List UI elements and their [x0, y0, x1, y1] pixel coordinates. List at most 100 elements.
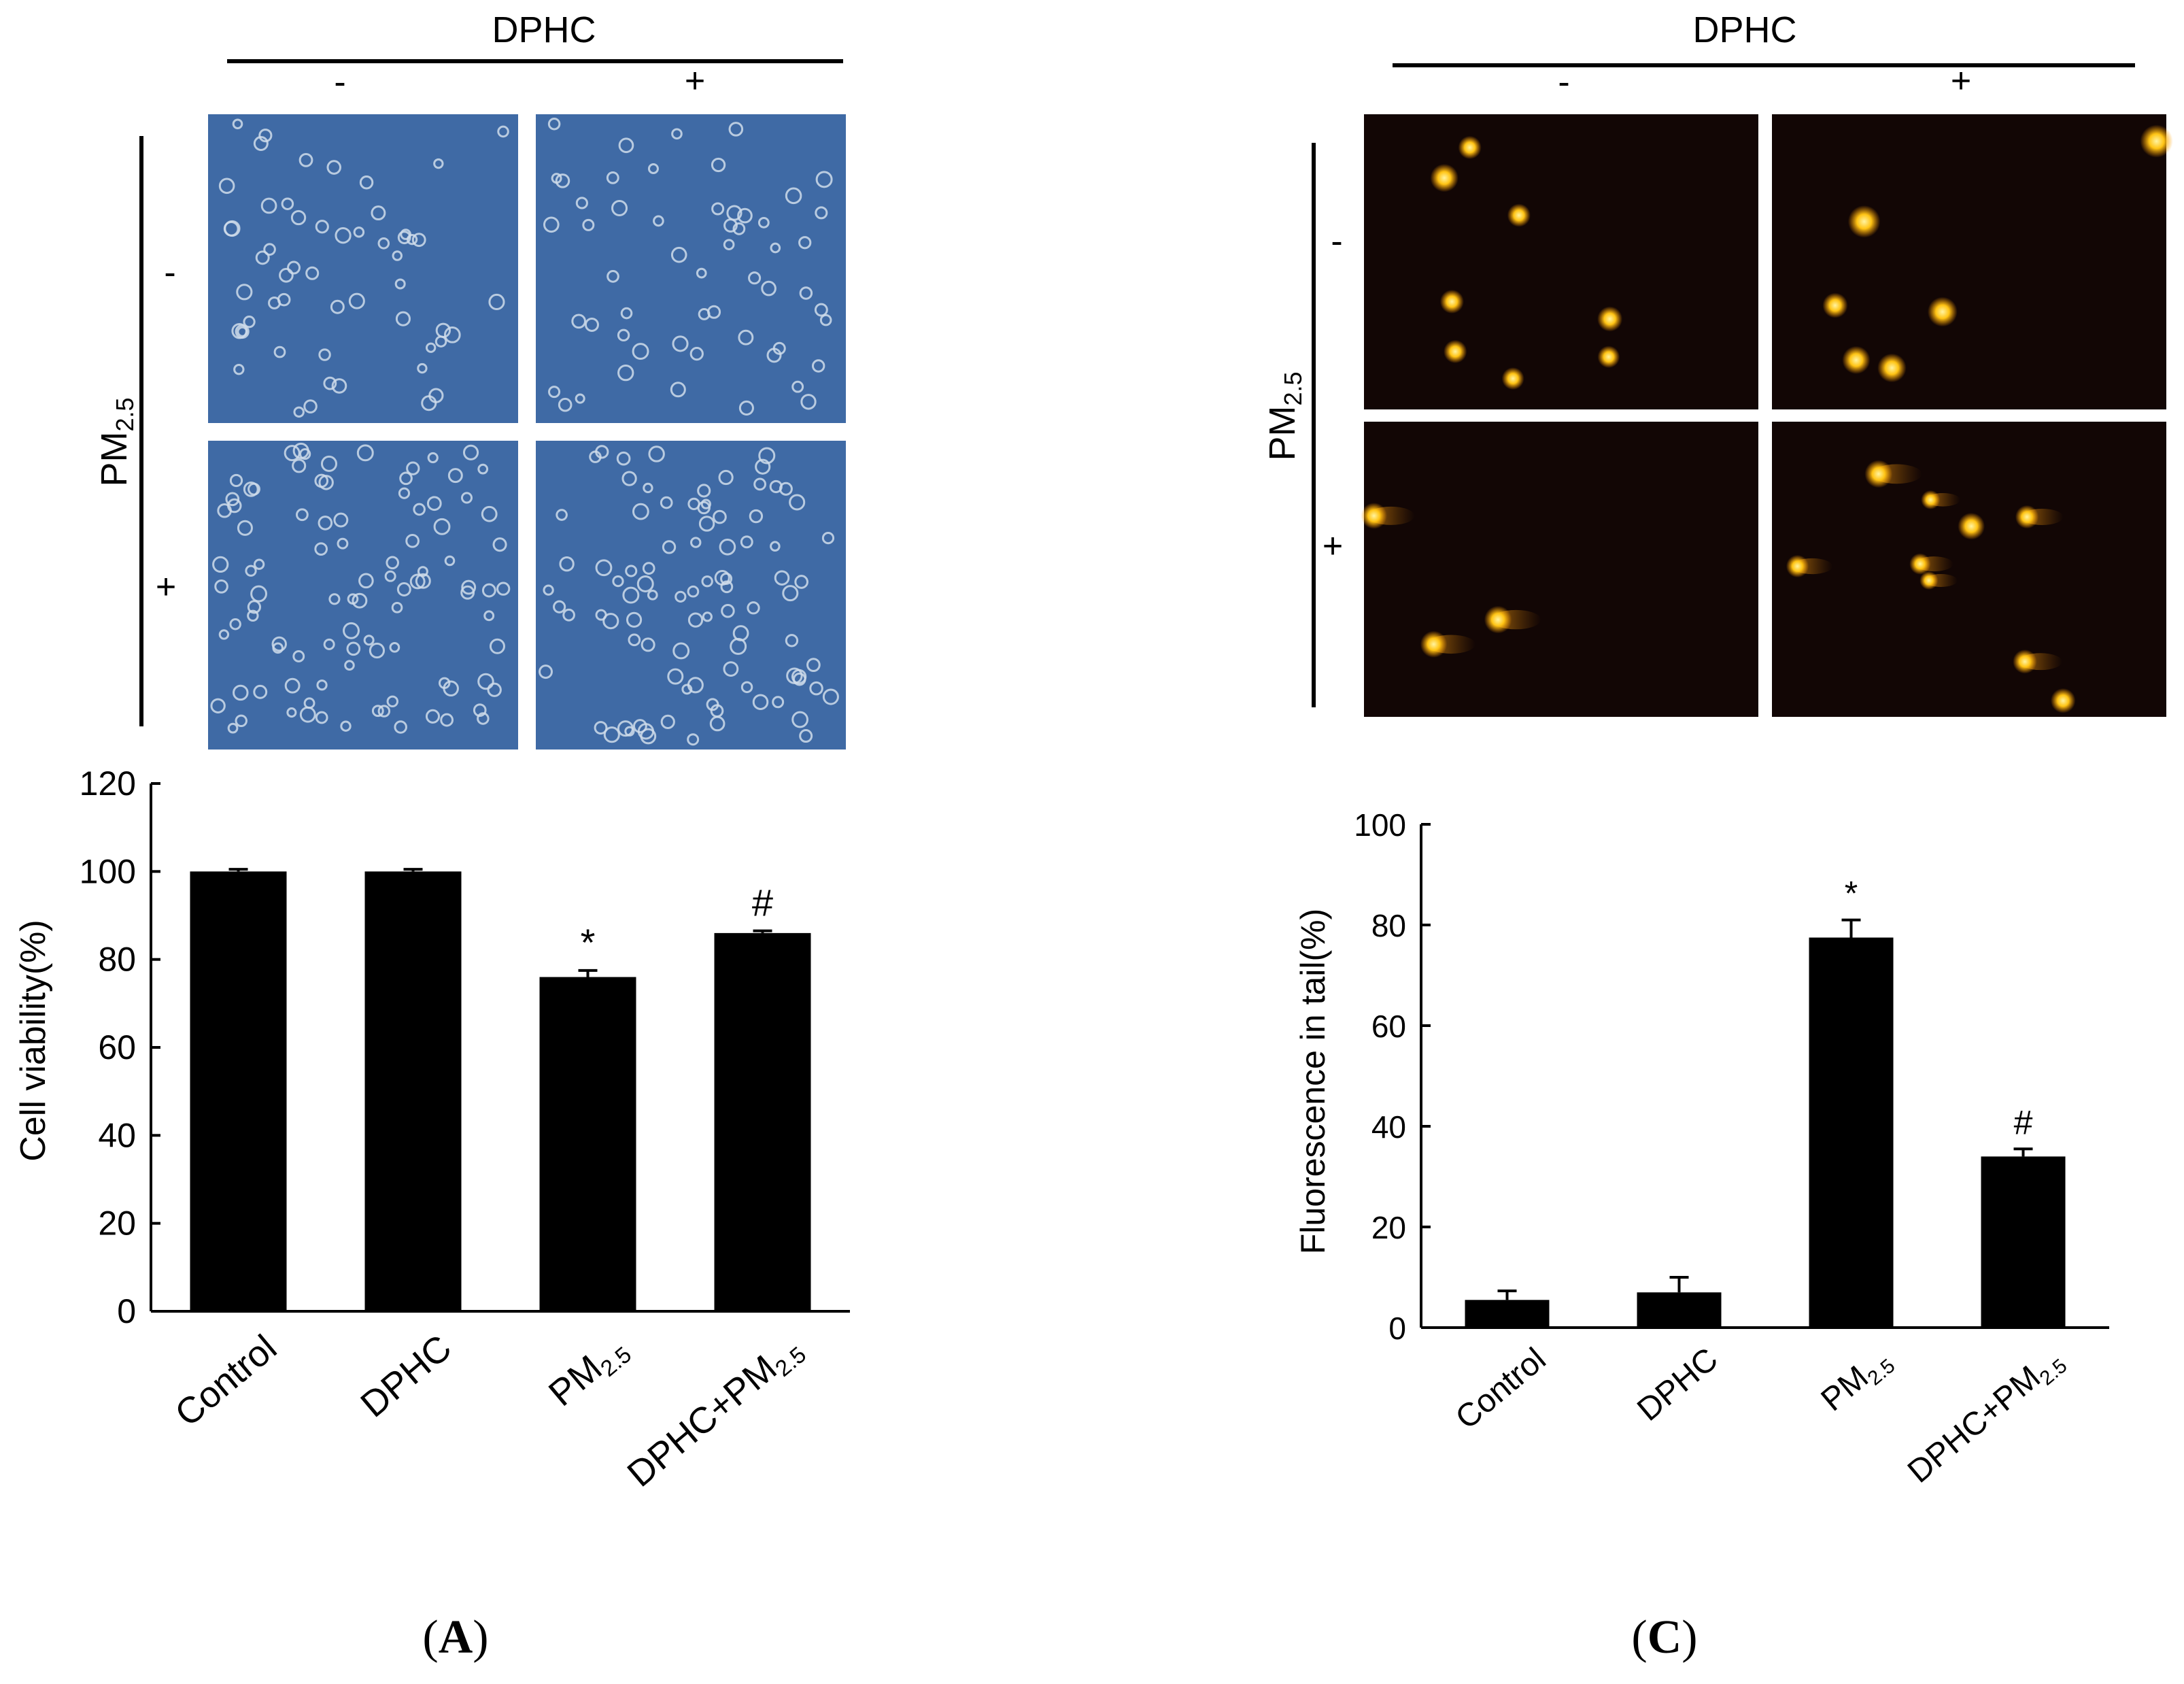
cell [323, 638, 335, 650]
comet-head [2050, 688, 2076, 713]
cell [553, 600, 566, 613]
cell [687, 733, 700, 746]
cell [548, 386, 561, 399]
cell [625, 565, 638, 577]
cell [789, 494, 806, 511]
cell [496, 582, 511, 596]
cell [670, 246, 687, 263]
cell [318, 475, 334, 490]
cell [247, 609, 259, 622]
y-tick-label: 20 [98, 1205, 136, 1243]
cell [687, 612, 704, 628]
cell [253, 136, 269, 152]
cell [720, 580, 734, 594]
cell [648, 445, 665, 462]
x-tick-label: Control [167, 1327, 284, 1434]
cell [253, 684, 268, 699]
cell [798, 236, 812, 250]
bar-dphc-pm [714, 932, 811, 1311]
cell [675, 590, 687, 603]
cell [316, 679, 328, 691]
cell [672, 642, 690, 660]
cell [253, 558, 265, 570]
cell [681, 684, 693, 695]
cell [543, 216, 560, 233]
y-tick-label: 60 [98, 1028, 136, 1066]
y-axis-label: Fluorescence in tail(%) [1294, 909, 1332, 1255]
cell [287, 260, 301, 275]
header-plus: + [1951, 61, 1971, 101]
comet-head [1501, 367, 1524, 390]
side-minus: - [1331, 222, 1342, 261]
cell [698, 307, 711, 320]
cell [315, 220, 329, 234]
cell [292, 458, 307, 473]
cell [235, 714, 248, 728]
cell [271, 636, 287, 652]
cell [299, 448, 311, 460]
cell [411, 233, 426, 248]
cell [660, 714, 675, 729]
cell [444, 555, 456, 567]
cell [394, 278, 406, 290]
cell [395, 311, 411, 326]
comet-head [1507, 203, 1531, 227]
y-tick-label: 60 [1371, 1009, 1406, 1044]
cell [263, 243, 276, 256]
cell [426, 496, 442, 511]
cell [602, 613, 619, 630]
cell [622, 586, 640, 604]
cell [214, 579, 228, 594]
cell [405, 534, 420, 548]
cell [315, 711, 328, 724]
cell [556, 509, 568, 521]
cell [348, 292, 365, 309]
cell [250, 585, 267, 603]
comet-head [1958, 512, 1985, 540]
x-tick-label: PM2.5 [1815, 1341, 1900, 1421]
cell [740, 535, 753, 549]
cell [296, 508, 309, 522]
y-tick-label: 40 [98, 1116, 136, 1154]
cell [632, 503, 649, 520]
cell [547, 117, 561, 131]
cell [481, 583, 496, 598]
cell [389, 641, 400, 653]
cell [709, 715, 726, 732]
y-axis-label: Cell viability(%) [14, 920, 53, 1161]
cell [616, 451, 631, 466]
cell [392, 250, 403, 261]
cell [814, 303, 828, 317]
cell [377, 237, 390, 250]
cell [314, 542, 328, 556]
header-title: DPHC [1692, 10, 1796, 50]
cell [477, 673, 494, 690]
bar-dphc [1637, 1292, 1722, 1328]
cell [290, 209, 307, 226]
cell [620, 307, 633, 320]
cell [713, 509, 727, 524]
cell [584, 317, 599, 332]
micrograph-dphc-plus-pm-minus [1772, 114, 2166, 409]
cell [687, 585, 700, 598]
cell [770, 541, 781, 552]
side-minus: - [164, 253, 175, 292]
cell [333, 512, 349, 528]
cell [611, 200, 628, 217]
panel-a: DPHC - + PM2.5 - + Cell viability(%) 0 20… [14, 10, 850, 1664]
cell [371, 205, 386, 221]
y-tick-label: 20 [1371, 1210, 1406, 1245]
cell [298, 153, 313, 167]
cell [618, 137, 634, 154]
cell [363, 635, 375, 646]
cell [642, 562, 655, 575]
cell [595, 609, 607, 621]
cell [337, 537, 349, 550]
cell [247, 600, 262, 614]
comet-head [1430, 163, 1458, 192]
cell [425, 709, 441, 724]
cell [488, 293, 505, 311]
cell [815, 171, 833, 188]
comet-head [2015, 505, 2039, 529]
cell [543, 584, 554, 596]
